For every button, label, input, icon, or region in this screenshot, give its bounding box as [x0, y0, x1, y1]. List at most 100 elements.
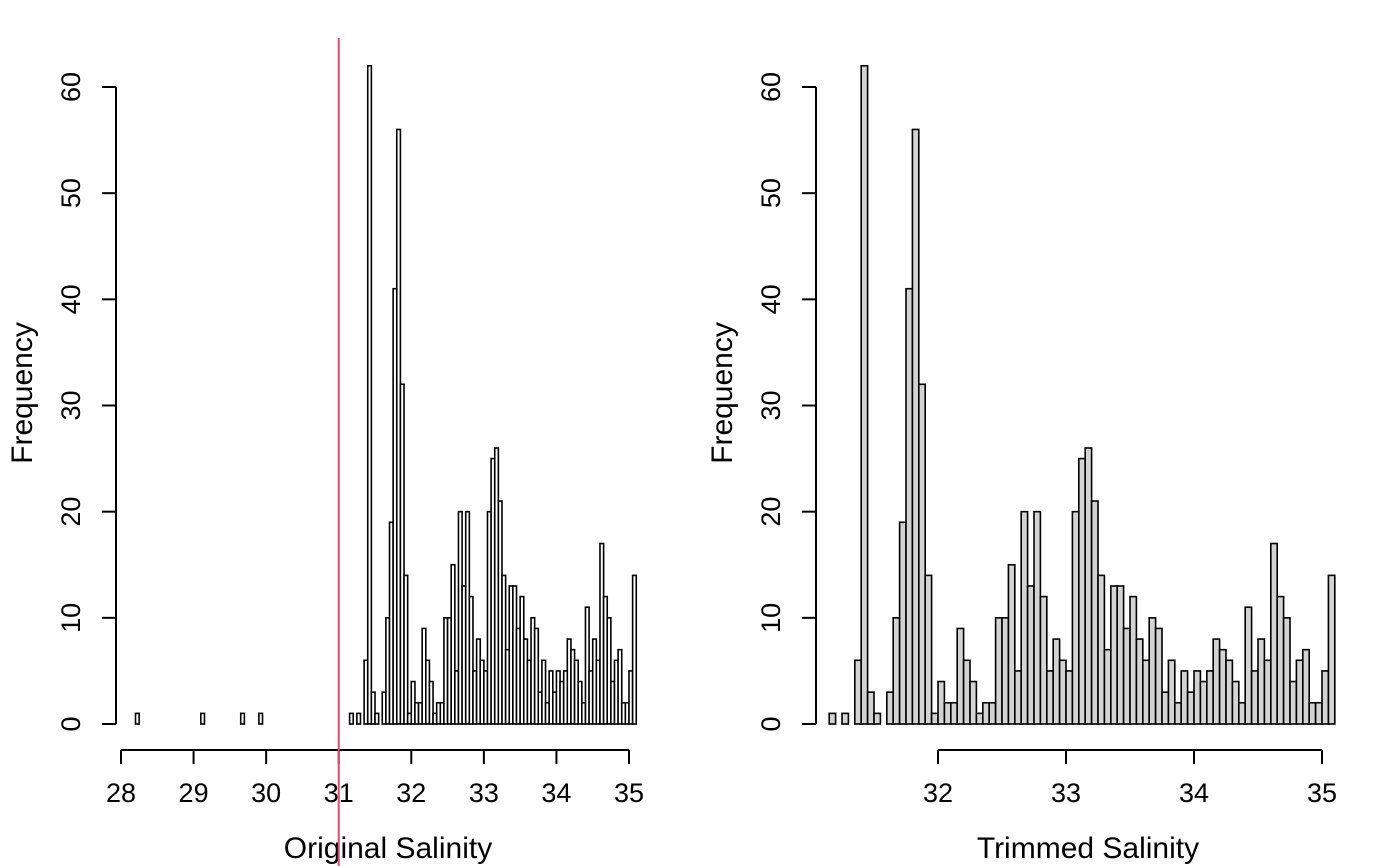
- y-axis: 0 10 20 30 40 50 60: [756, 72, 817, 732]
- y-tick-label: 60: [756, 72, 786, 102]
- histogram-bar: [969, 680, 978, 725]
- y-tick-label: 10: [756, 603, 786, 633]
- histogram-bar: [943, 701, 952, 725]
- histogram-bar: [134, 712, 140, 725]
- histogram-bar: [885, 691, 894, 725]
- x-tick-label: 33: [469, 778, 499, 808]
- y-tick-label: 50: [756, 178, 786, 208]
- histogram-bar: [1033, 510, 1042, 725]
- histogram-bar: [428, 680, 434, 725]
- y-tick-label: 10: [56, 603, 86, 633]
- histogram-bar: [1039, 595, 1048, 725]
- histogram-bar: [1090, 500, 1099, 725]
- histogram-bar: [1257, 638, 1266, 725]
- histogram-bar: [1110, 585, 1119, 725]
- histogram-bar: [1020, 510, 1029, 725]
- y-tick-label: 0: [756, 716, 786, 731]
- histogram-bar: [584, 606, 590, 725]
- y-tick-label: 40: [756, 284, 786, 314]
- bars-group: [828, 64, 1336, 725]
- histogram-bar: [606, 617, 612, 725]
- x-axis-title: Original Salinity: [284, 832, 492, 865]
- x-tick-label: 29: [179, 778, 209, 808]
- x-axis-title: Trimmed Salinity: [977, 832, 1199, 865]
- histogram-bar: [533, 627, 540, 725]
- histogram-bar: [1244, 606, 1253, 725]
- x-tick-label: 34: [1179, 778, 1209, 808]
- y-tick-label: 30: [56, 390, 86, 420]
- x-tick-label: 30: [251, 778, 281, 808]
- histogram-bar: [898, 521, 907, 725]
- histogram-bar: [1097, 574, 1106, 725]
- histogram-bar: [1327, 574, 1336, 725]
- histogram-bar: [962, 659, 971, 725]
- histogram-bar: [981, 701, 990, 725]
- histogram-bar: [366, 64, 373, 725]
- histogram-bar: [1238, 701, 1247, 725]
- histogram-bar: [905, 287, 914, 725]
- histogram-bar: [1231, 680, 1240, 725]
- histogram-bar: [930, 712, 939, 725]
- histogram-bar: [1142, 659, 1151, 725]
- histogram-bar: [924, 574, 933, 725]
- histogram-bar: [450, 563, 456, 725]
- histogram-bar: [1007, 563, 1016, 725]
- histogram-bar: [348, 712, 355, 725]
- histogram-bar: [617, 648, 623, 725]
- histogram-bar: [994, 617, 1003, 725]
- histogram-bar: [1167, 659, 1176, 725]
- histogram-bar: [1295, 659, 1304, 725]
- histogram-bar: [1122, 627, 1131, 725]
- x-tick-label: 35: [614, 778, 644, 808]
- y-tick-label: 60: [56, 72, 86, 102]
- y-tick-label: 30: [756, 390, 786, 420]
- histogram-bar: [1078, 457, 1087, 725]
- y-axis-title: Frequency: [6, 322, 39, 464]
- histogram-bar: [828, 712, 837, 725]
- histogram-bar: [1225, 659, 1234, 725]
- histogram-bar: [239, 712, 246, 725]
- y-tick-label: 50: [56, 178, 86, 208]
- histogram-bar: [403, 574, 409, 725]
- y-axis: 0 10 20 30 40 50 60: [56, 72, 117, 732]
- x-axis: 28 29 30 31 32 33 34 35: [106, 749, 644, 808]
- y-axis-title: Frequency: [706, 322, 739, 464]
- histogram-bar: [975, 712, 984, 725]
- histogram-bar: [374, 712, 380, 725]
- histogram-bar: [1218, 648, 1227, 725]
- histogram-bar: [1199, 680, 1208, 725]
- histogram-bar: [1154, 627, 1163, 725]
- x-tick-label: 34: [541, 778, 571, 808]
- histogram-bar: [1026, 585, 1035, 725]
- histogram-bar: [892, 617, 901, 725]
- histogram-bar: [1186, 691, 1195, 725]
- histogram-bar: [956, 627, 965, 725]
- histogram-bar: [866, 691, 875, 725]
- histogram-bar: [1206, 670, 1215, 725]
- histogram-bar: [631, 574, 638, 725]
- histogram-bar: [1084, 447, 1093, 725]
- x-tick-label: 28: [106, 778, 136, 808]
- y-tick-label: 20: [756, 497, 786, 527]
- histogram-bar: [1161, 691, 1170, 725]
- histogram-bar: [1212, 638, 1221, 725]
- histogram-bar: [1180, 670, 1189, 725]
- histogram-bar: [1276, 595, 1285, 725]
- histogram-bar: [1289, 680, 1298, 725]
- histogram-bar: [1052, 638, 1061, 725]
- histogram-bar: [1282, 617, 1291, 725]
- histogram-bar: [1013, 670, 1022, 725]
- x-tick-label: 33: [1051, 778, 1081, 808]
- histogram-bar: [1116, 585, 1125, 725]
- histogram-bar: [200, 712, 206, 725]
- histogram-bar: [1046, 670, 1055, 725]
- histogram-bar: [1071, 510, 1080, 725]
- histogram-bar: [1001, 617, 1010, 725]
- histogram-bar: [911, 128, 920, 725]
- histogram-bar: [988, 701, 997, 725]
- histogram-bar: [1103, 648, 1112, 725]
- histogram-bar: [1321, 670, 1330, 725]
